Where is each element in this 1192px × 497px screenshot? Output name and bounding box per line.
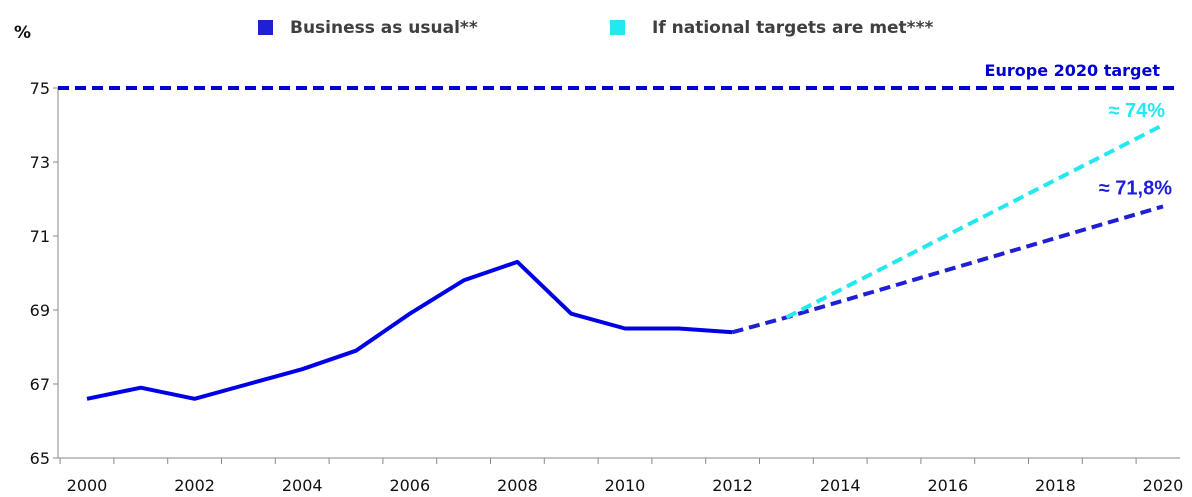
- historical-series-line: [86, 259, 733, 401]
- legend-swatch-bau: [258, 20, 273, 35]
- legend: Business as usual** If national targets …: [258, 18, 933, 38]
- x-tick-label: 2010: [605, 476, 646, 495]
- x-tick-label: 2012: [712, 476, 753, 495]
- national-targets-series-line: [785, 123, 1164, 320]
- y-tick-label: 75: [30, 79, 50, 98]
- bau-series-line: [732, 204, 1164, 335]
- y-unit-label: %: [14, 23, 31, 43]
- legend-label-bau: Business as usual**: [290, 18, 478, 38]
- y-tick-label: 71: [30, 227, 50, 246]
- x-tick-label: 2000: [67, 476, 108, 495]
- x-tick-label: 2004: [282, 476, 323, 495]
- x-tick-label: 2016: [927, 476, 968, 495]
- axes: [57, 88, 1180, 459]
- target-label: Europe 2020 target: [985, 61, 1161, 80]
- y-axis-ticks: 65 67 69 71 73 75: [30, 79, 58, 468]
- x-tick-label: 2020: [1143, 476, 1184, 495]
- legend-label-national: If national targets are met***: [652, 18, 933, 38]
- x-tick-label: 2006: [389, 476, 430, 495]
- x-tick-label: 2008: [497, 476, 538, 495]
- y-tick-label: 69: [30, 301, 50, 320]
- y-tick-label: 73: [30, 153, 50, 172]
- x-tick-label: 2002: [174, 476, 215, 495]
- bau-end-label: ≈ 71,8%: [1099, 177, 1172, 199]
- national-end-label: ≈ 74%: [1108, 100, 1165, 122]
- x-tick-label: 2018: [1035, 476, 1076, 495]
- legend-swatch-national: [610, 20, 625, 35]
- y-tick-label: 65: [30, 449, 50, 468]
- x-tick-label: 2014: [820, 476, 861, 495]
- x-axis-ticks: 2000 2002 2004 2006 2008 2010 2012 2014 2016 2018…: [59, 458, 1184, 495]
- y-tick-label: 67: [30, 375, 50, 394]
